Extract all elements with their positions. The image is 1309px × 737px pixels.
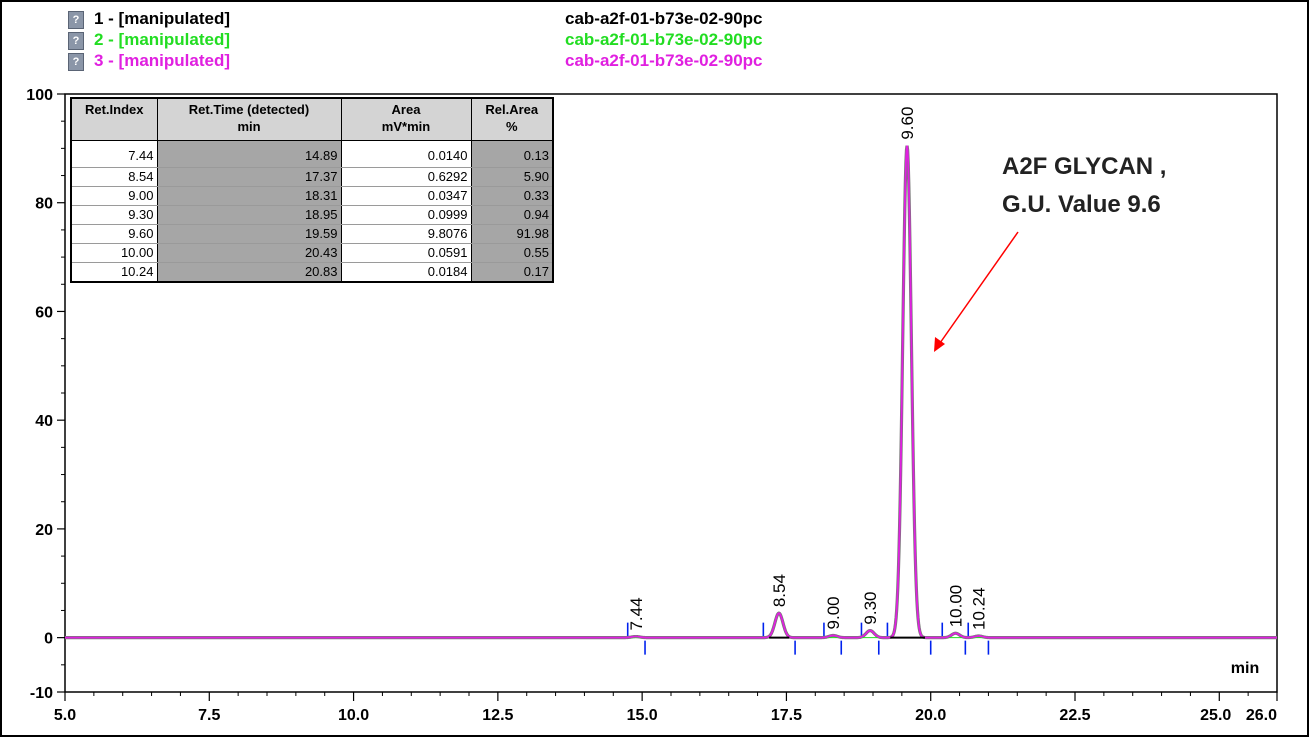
table-cell: 0.17 xyxy=(470,262,554,282)
table-cell: 8.54 xyxy=(70,167,158,187)
table-cell: 10.00 xyxy=(70,243,158,263)
table-row: 10.00 20.43 0.0591 0.55 xyxy=(70,243,554,263)
legend-entry-name: 3 - [manipulated] xyxy=(94,51,231,70)
table-cell: 0.55 xyxy=(470,243,554,263)
peak-labels: 7.44 8.54 9.00 9.30 9.60 10.00 10.24 xyxy=(627,107,989,631)
unknown-status-icon: ? xyxy=(68,53,84,71)
peak-label: 8.54 xyxy=(770,574,789,607)
annotation-arrow xyxy=(934,231,1019,352)
table-cell: 19.59 xyxy=(156,224,342,244)
x-tick-label: 17.5 xyxy=(771,707,802,724)
peak-label: 9.30 xyxy=(861,591,880,624)
x-tick-label: 5.0 xyxy=(54,707,76,724)
y-tick-label: -10 xyxy=(30,685,53,702)
y-tick-label: 80 xyxy=(35,196,53,213)
table-cell: 7.44 xyxy=(70,140,158,168)
table-cell: 0.0591 xyxy=(340,243,472,263)
table-cell: 10.24 xyxy=(70,262,158,282)
table-row: 7.44 14.89 0.0140 0.13 xyxy=(70,140,554,168)
table-cell: 9.00 xyxy=(70,186,158,206)
y-tick-label: 0 xyxy=(44,631,53,648)
table-cell: 20.83 xyxy=(156,262,342,282)
peak-label: 7.44 xyxy=(627,597,646,630)
table-cell: 0.94 xyxy=(470,205,554,225)
col-ret-index: Ret.Index xyxy=(70,97,158,141)
table-cell: 9.60 xyxy=(70,224,158,244)
table-cell: 18.95 xyxy=(156,205,342,225)
chromatogram-trace xyxy=(65,145,1277,639)
traces xyxy=(65,145,1277,640)
table-cell: 0.6292 xyxy=(340,167,472,187)
table-cell: 0.33 xyxy=(470,186,554,206)
table-cell: 18.31 xyxy=(156,186,342,206)
peak-label: 10.24 xyxy=(970,587,989,630)
legend-entry-file: cab-a2f-01-b73e-02-90pc xyxy=(565,9,763,28)
annotation-line-2: G.U. Value 9.6 xyxy=(1002,191,1161,218)
peak-label: 9.60 xyxy=(898,107,917,140)
table-cell: 0.0140 xyxy=(340,140,472,168)
x-tick-label: 15.0 xyxy=(627,707,658,724)
table-cell: 17.37 xyxy=(156,167,342,187)
integration-marks xyxy=(626,622,990,655)
table-row: 9.30 18.95 0.0999 0.94 xyxy=(70,205,554,225)
peak-table: Ret.Index Ret.Time (detected) min Area mV*… xyxy=(70,97,554,283)
table-cell: 0.0184 xyxy=(340,262,472,282)
table-cell: 0.13 xyxy=(470,140,554,168)
x-tick-label: 25.0 xyxy=(1200,707,1231,724)
x-axis-label: min xyxy=(1231,660,1259,677)
table-cell: 9.30 xyxy=(70,205,158,225)
table-row: 9.00 18.31 0.0347 0.33 xyxy=(70,186,554,206)
x-tick-label: 7.5 xyxy=(198,707,220,724)
annotation-text: A2F GLYCAN , G.U. Value 9.6 xyxy=(1002,148,1166,224)
x-tick-label: 10.0 xyxy=(338,707,369,724)
table-cell: 0.0999 xyxy=(340,205,472,225)
table-row: 10.24 20.83 0.0184 0.17 xyxy=(70,262,554,282)
arrow-shaft xyxy=(939,231,1019,344)
legend-entry-file: cab-a2f-01-b73e-02-90pc xyxy=(565,30,763,49)
table-row: 8.54 17.37 0.6292 5.90 xyxy=(70,167,554,187)
table-cell: 14.89 xyxy=(156,140,342,168)
table-cell: 5.90 xyxy=(470,167,554,187)
table-cell: 9.8076 xyxy=(340,224,472,244)
col-area: Area mV*min xyxy=(340,97,472,141)
legend-entry-name: 1 - [manipulated] xyxy=(94,9,231,28)
y-tick-label: 40 xyxy=(35,413,53,430)
x-tick-label: 22.5 xyxy=(1059,707,1090,724)
table-row: 9.60 19.59 9.8076 91.98 xyxy=(70,224,554,244)
peak-label: 10.00 xyxy=(947,585,966,628)
legend-entry-name: 2 - [manipulated] xyxy=(94,30,231,49)
y-tick-label: 60 xyxy=(35,304,53,321)
col-ret-time: Ret.Time (detected) min xyxy=(156,97,342,141)
peak-label: 9.00 xyxy=(824,596,843,629)
unknown-status-icon: ? xyxy=(68,11,84,29)
table-cell: 0.0347 xyxy=(340,186,472,206)
legend-entry-file: cab-a2f-01-b73e-02-90pc xyxy=(565,51,763,70)
col-rel-area: Rel.Area% xyxy=(470,97,554,141)
x-tick-label: 26.0 xyxy=(1246,707,1277,724)
table-cell: 91.98 xyxy=(470,224,554,244)
ticks: 100 80 60 40 20 0 -105.0 7.5 10.0 12.5 15.0 17.5 20.… xyxy=(26,87,1278,724)
y-tick-label: 20 xyxy=(35,522,53,539)
unknown-status-icon: ? xyxy=(68,32,84,50)
peak-table-header: Ret.Index Ret.Time (detected) min Area mV*… xyxy=(70,97,554,141)
x-tick-label: 12.5 xyxy=(482,707,513,724)
y-tick-label: 100 xyxy=(26,87,53,104)
table-cell: 20.43 xyxy=(156,243,342,263)
x-tick-label: 20.0 xyxy=(915,707,946,724)
arrow-head xyxy=(934,337,945,352)
annotation-line-1: A2F GLYCAN , xyxy=(1002,153,1167,180)
peak-table-body: 7.44 14.89 0.0140 0.13 8.54 17.37 0.6292 5.90 9.… xyxy=(70,140,554,282)
